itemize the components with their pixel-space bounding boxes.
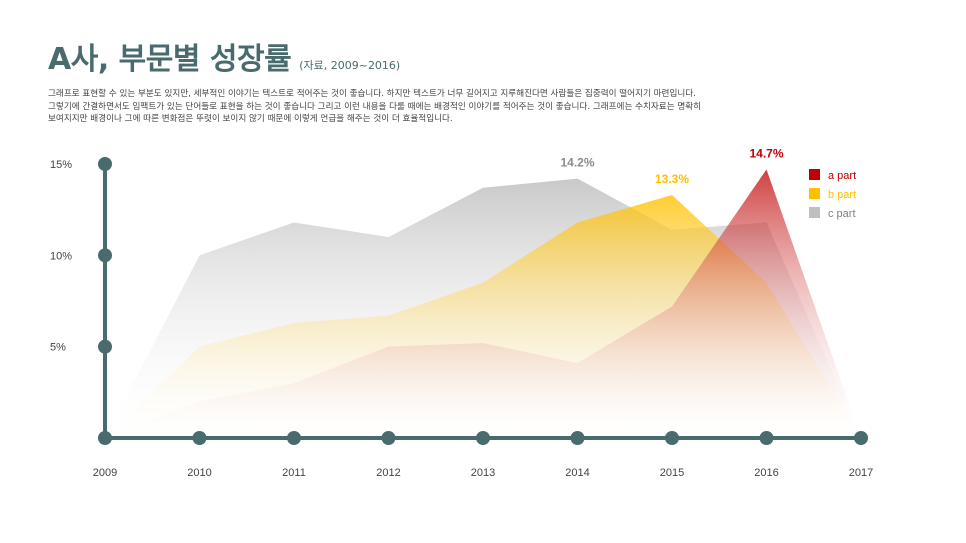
x-tick-label: 2015 — [660, 467, 684, 479]
x-tick-marker — [759, 431, 774, 445]
y-tick-marker — [98, 157, 112, 171]
y-tick-label: 5% — [50, 342, 66, 354]
x-tick-label: 2013 — [471, 467, 495, 479]
x-tick-marker — [476, 431, 490, 445]
description-line: 그래프로 표현할 수 있는 부분도 있지만, 세부적인 이야기는 텍스트로 적어… — [48, 89, 696, 99]
y-tick-label: 10% — [50, 250, 72, 262]
x-tick-label: 2009 — [93, 467, 117, 479]
x-tick-marker — [287, 431, 301, 445]
legend-label-a: a part — [828, 170, 856, 182]
legend-swatch-c — [809, 207, 820, 218]
title-row: A사, 부문별 성장률 (자료, 2009~2016) — [48, 34, 400, 78]
x-tick-marker — [570, 431, 585, 445]
description-line: 그렇기에 간결하면서도 임팩트가 있는 단어들로 표현을 하는 것이 좋습니다 … — [48, 101, 702, 112]
y-tick-marker — [98, 248, 112, 263]
x-tick-label: 2011 — [282, 467, 306, 479]
x-tick-marker — [854, 431, 868, 445]
y-tick-label: 15% — [50, 159, 72, 171]
legend-swatch-b — [809, 188, 820, 199]
x-tick-marker — [192, 431, 207, 445]
x-tick-marker — [665, 431, 679, 445]
legend-label-b: b part — [828, 189, 856, 201]
legend-label-c: c part — [828, 208, 856, 220]
x-tick-label: 2010 — [187, 467, 211, 479]
y-tick-marker — [98, 339, 112, 354]
description-line: 보여지지만 배경이나 그에 따른 변화점은 뚜렷이 보이지 않기 때문에 이렇게… — [48, 114, 453, 124]
description: 그래프로 표현할 수 있는 부분도 있지만, 세부적인 이야기는 텍스트로 적어… — [48, 88, 848, 126]
data-label-a: 14.7% — [749, 146, 783, 160]
page-subtitle: (자료, 2009~2016) — [299, 59, 401, 72]
x-tick-label: 2016 — [754, 467, 778, 479]
x-tick-marker — [381, 431, 396, 445]
x-tick-marker — [98, 431, 112, 445]
page-title: A사, 부문별 성장률 — [48, 42, 292, 77]
legend-swatch-a — [809, 169, 820, 180]
x-tick-label: 2014 — [565, 467, 589, 479]
data-label-b: 13.3% — [655, 172, 689, 186]
data-label-c: 14.2% — [560, 156, 594, 170]
area-a — [105, 169, 861, 439]
x-tick-label: 2017 — [849, 467, 873, 479]
x-tick-label: 2012 — [376, 467, 400, 479]
